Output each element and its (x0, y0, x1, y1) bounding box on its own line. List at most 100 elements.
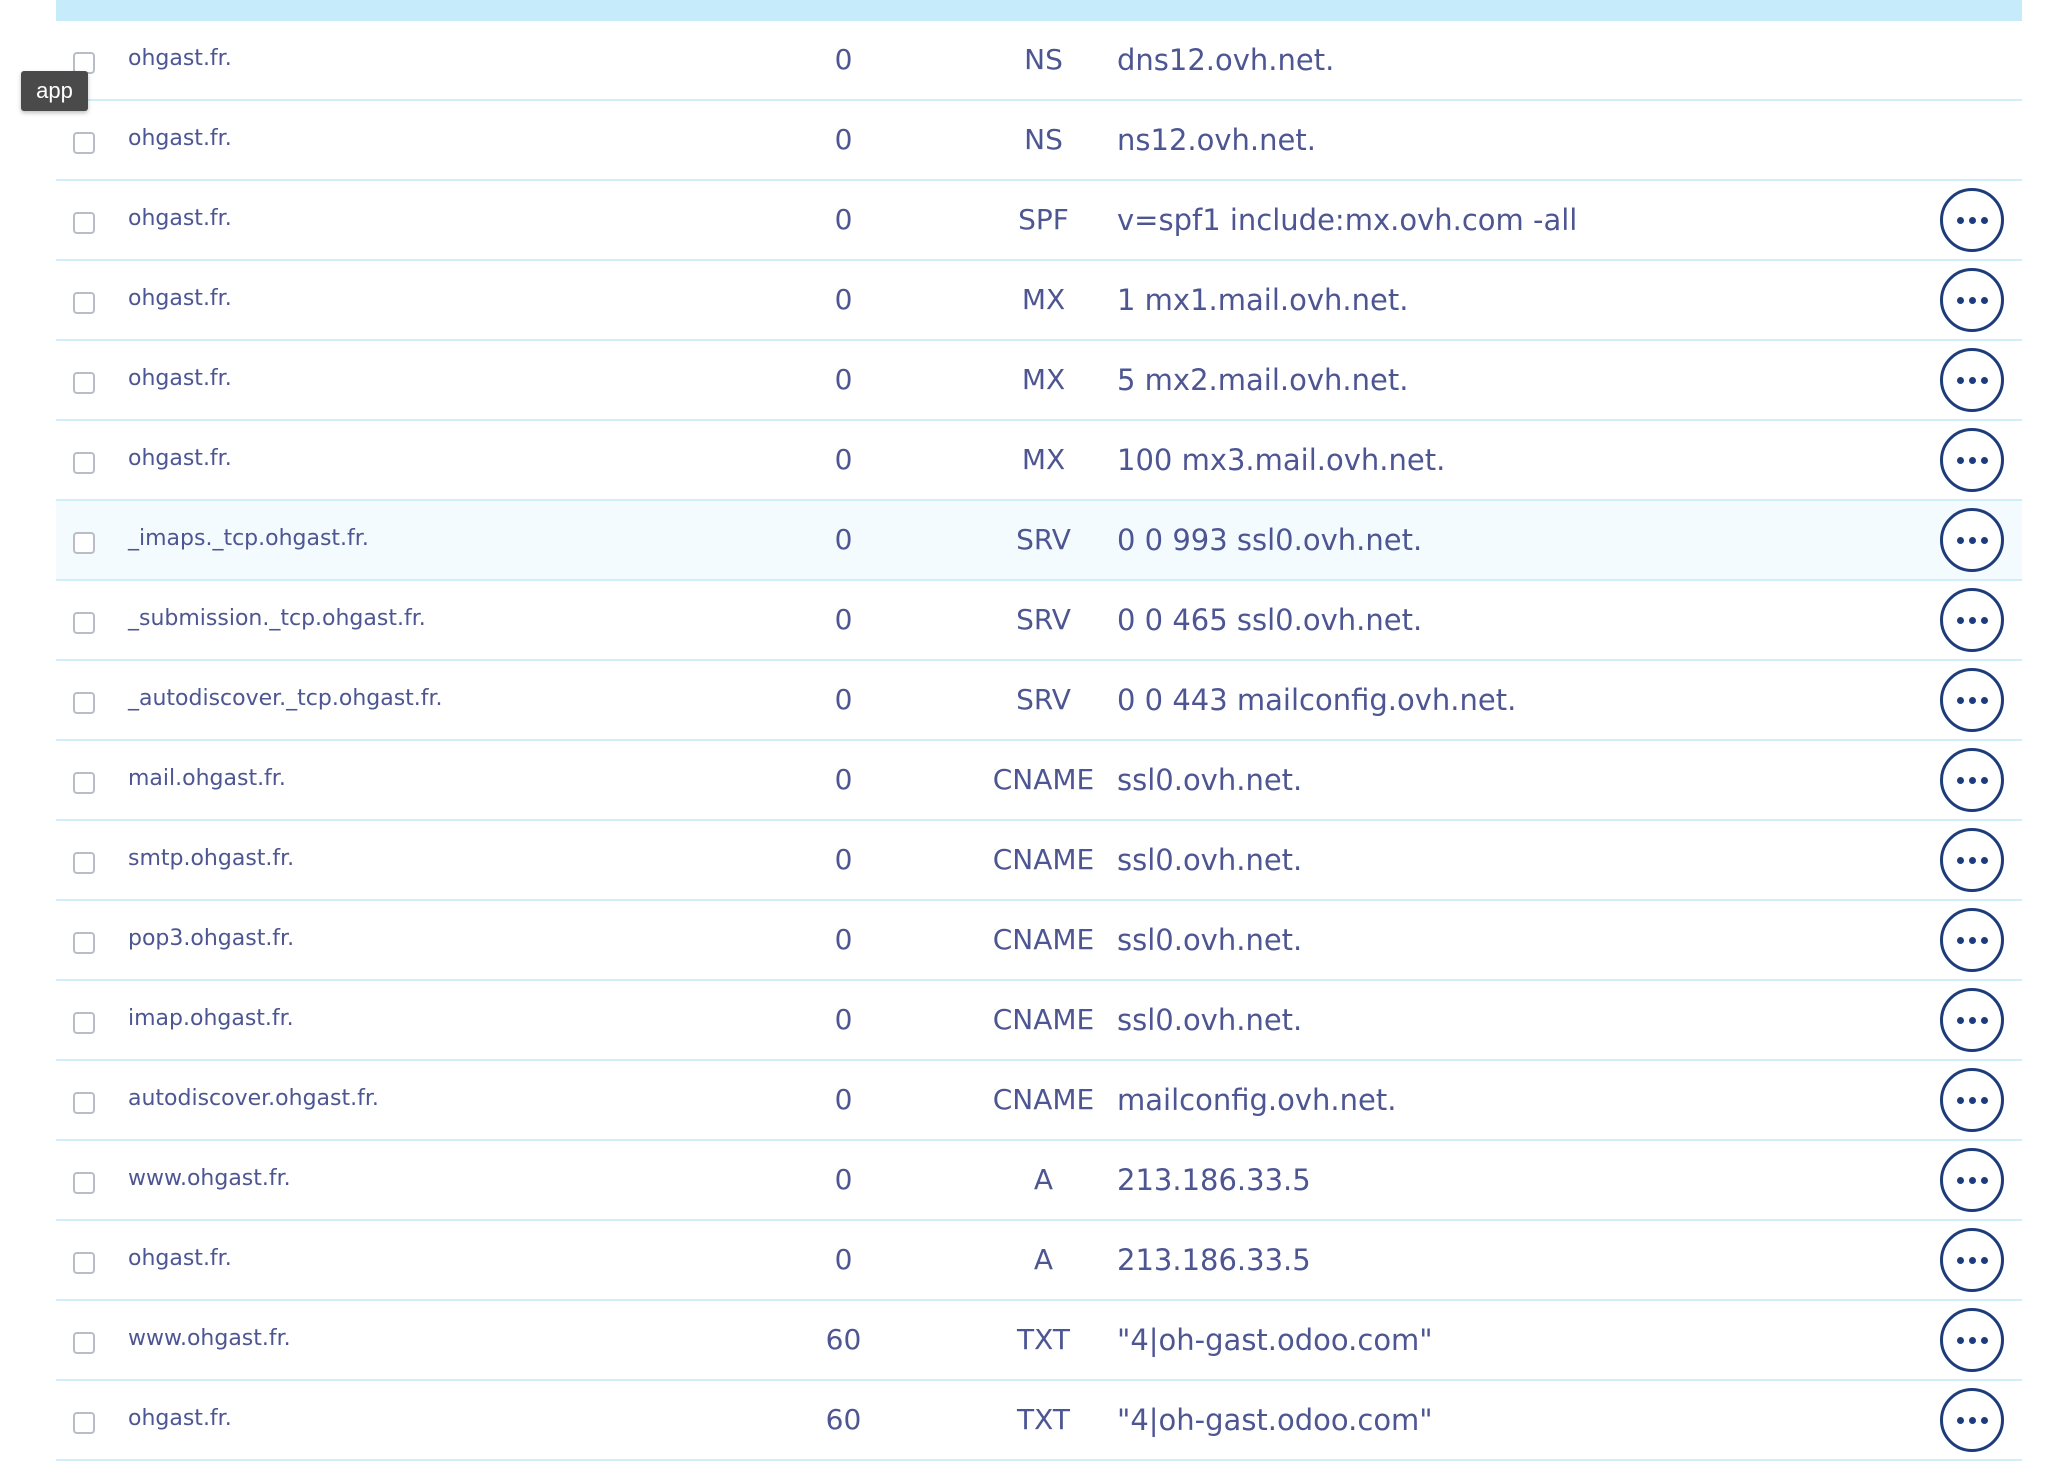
table-row: www.ohgast.fr. 0 A 213.186.33.5 (56, 1141, 2022, 1221)
record-target: 0 0 993 ssl0.ovh.net. (1117, 523, 1423, 557)
row-actions-button[interactable] (1940, 1308, 2004, 1372)
table-row: ohgast.fr. 0 MX 5 mx2.mail.ovh.net. (56, 341, 2022, 421)
more-options-icon (1956, 1256, 1988, 1264)
record-ttl: 60 (825, 1323, 862, 1356)
row-select-checkbox[interactable] (73, 692, 95, 714)
record-domain: mail.ohgast.fr. (128, 766, 286, 791)
record-domain: ohgast.fr. (128, 206, 232, 231)
more-options-icon (1956, 536, 1988, 544)
row-select-checkbox[interactable] (73, 1012, 95, 1034)
record-domain: ohgast.fr. (128, 1406, 232, 1431)
record-domain: _imaps._tcp.ohgast.fr. (128, 526, 369, 551)
row-actions-button[interactable] (1940, 188, 2004, 252)
row-actions-button[interactable] (1940, 348, 2004, 412)
record-ttl: 0 (834, 1083, 853, 1116)
table-row: autodiscover.ohgast.fr. 0 CNAME mailconfig.… (56, 1061, 2022, 1141)
record-ttl: 0 (834, 523, 853, 556)
row-actions-button[interactable] (1940, 668, 2004, 732)
record-type: SRV (1016, 603, 1071, 636)
record-type: TXT (1017, 1323, 1070, 1356)
more-options-icon (1956, 856, 1988, 864)
record-ttl: 60 (825, 1403, 862, 1436)
dns-records-table: ohgast.fr. 0 NS dns12.ovh.net. ohgast.fr. 0 NS… (56, 21, 2022, 1461)
more-options-icon (1956, 776, 1988, 784)
table-row: ohgast.fr. 0 MX 1 mx1.mail.ovh.net. (56, 261, 2022, 341)
row-actions-button[interactable] (1940, 428, 2004, 492)
record-ttl: 0 (834, 43, 853, 76)
table-row: imap.ohgast.fr. 0 CNAME ssl0.ovh.net. (56, 981, 2022, 1061)
record-ttl: 0 (834, 363, 853, 396)
row-select-checkbox[interactable] (73, 292, 95, 314)
row-select-checkbox[interactable] (73, 1252, 95, 1274)
row-select-checkbox[interactable] (73, 1332, 95, 1354)
row-actions-button[interactable] (1940, 1228, 2004, 1292)
record-type: CNAME (992, 843, 1095, 876)
record-domain: ohgast.fr. (128, 46, 232, 71)
record-type: A (1033, 1163, 1054, 1196)
row-select-checkbox[interactable] (73, 932, 95, 954)
record-type: CNAME (992, 1083, 1095, 1116)
row-select-checkbox[interactable] (73, 212, 95, 234)
row-actions-button[interactable] (1940, 508, 2004, 572)
row-select-checkbox[interactable] (73, 612, 95, 634)
record-domain: _autodiscover._tcp.ohgast.fr. (128, 686, 443, 711)
record-type: TXT (1017, 1403, 1070, 1436)
record-ttl: 0 (834, 763, 853, 796)
row-actions-button[interactable] (1940, 828, 2004, 892)
record-target: ssl0.ovh.net. (1117, 763, 1303, 797)
row-actions-button[interactable] (1940, 1068, 2004, 1132)
record-target: 0 0 465 ssl0.ovh.net. (1117, 603, 1423, 637)
row-select-checkbox[interactable] (73, 772, 95, 794)
table-row: mail.ohgast.fr. 0 CNAME ssl0.ovh.net. (56, 741, 2022, 821)
table-row: ohgast.fr. 0 SPF v=spf1 include:mx.ovh.com … (56, 181, 2022, 261)
row-actions-button[interactable] (1940, 748, 2004, 812)
record-target: dns12.ovh.net. (1117, 43, 1335, 77)
record-ttl: 0 (834, 1003, 853, 1036)
more-options-icon (1956, 1416, 1988, 1424)
record-domain: pop3.ohgast.fr. (128, 926, 295, 951)
record-domain: smtp.ohgast.fr. (128, 846, 295, 871)
record-ttl: 0 (834, 923, 853, 956)
row-actions-button[interactable] (1940, 908, 2004, 972)
record-domain: ohgast.fr. (128, 286, 232, 311)
table-row: ohgast.fr. 0 NS ns12.ovh.net. (56, 101, 2022, 181)
record-type: CNAME (992, 1003, 1095, 1036)
record-domain: ohgast.fr. (128, 126, 232, 151)
more-options-icon (1956, 616, 1988, 624)
row-actions-button[interactable] (1940, 1388, 2004, 1452)
more-options-icon (1956, 696, 1988, 704)
more-options-icon (1956, 1336, 1988, 1344)
row-select-checkbox[interactable] (73, 852, 95, 874)
record-target: 100 mx3.mail.ovh.net. (1117, 443, 1446, 477)
table-row: ohgast.fr. 0 A 213.186.33.5 (56, 1221, 2022, 1301)
record-target: ns12.ovh.net. (1117, 123, 1316, 157)
table-row: _imaps._tcp.ohgast.fr. 0 SRV 0 0 993 ssl0.o… (56, 501, 2022, 581)
record-ttl: 0 (834, 443, 853, 476)
record-domain: imap.ohgast.fr. (128, 1006, 294, 1031)
record-type: A (1033, 1243, 1054, 1276)
row-select-checkbox[interactable] (73, 1092, 95, 1114)
more-options-icon (1956, 376, 1988, 384)
table-header-bar (56, 0, 2022, 21)
record-ttl: 0 (834, 1243, 853, 1276)
record-target: ssl0.ovh.net. (1117, 923, 1303, 957)
row-actions-button[interactable] (1940, 268, 2004, 332)
row-actions-button[interactable] (1940, 588, 2004, 652)
row-actions-button[interactable] (1940, 988, 2004, 1052)
row-select-checkbox[interactable] (73, 532, 95, 554)
row-select-checkbox[interactable] (73, 1412, 95, 1434)
row-select-checkbox[interactable] (73, 452, 95, 474)
table-row: ohgast.fr. 0 NS dns12.ovh.net. (56, 21, 2022, 101)
record-ttl: 0 (834, 203, 853, 236)
record-target: mailconfig.ovh.net. (1117, 1083, 1397, 1117)
record-ttl: 0 (834, 683, 853, 716)
tooltip: app (21, 71, 88, 111)
row-actions-button[interactable] (1940, 1148, 2004, 1212)
record-ttl: 0 (834, 843, 853, 876)
row-select-checkbox[interactable] (73, 132, 95, 154)
record-type: NS (1024, 123, 1063, 156)
row-select-checkbox[interactable] (73, 372, 95, 394)
record-type: SPF (1018, 203, 1069, 236)
table-row: smtp.ohgast.fr. 0 CNAME ssl0.ovh.net. (56, 821, 2022, 901)
row-select-checkbox[interactable] (73, 1172, 95, 1194)
